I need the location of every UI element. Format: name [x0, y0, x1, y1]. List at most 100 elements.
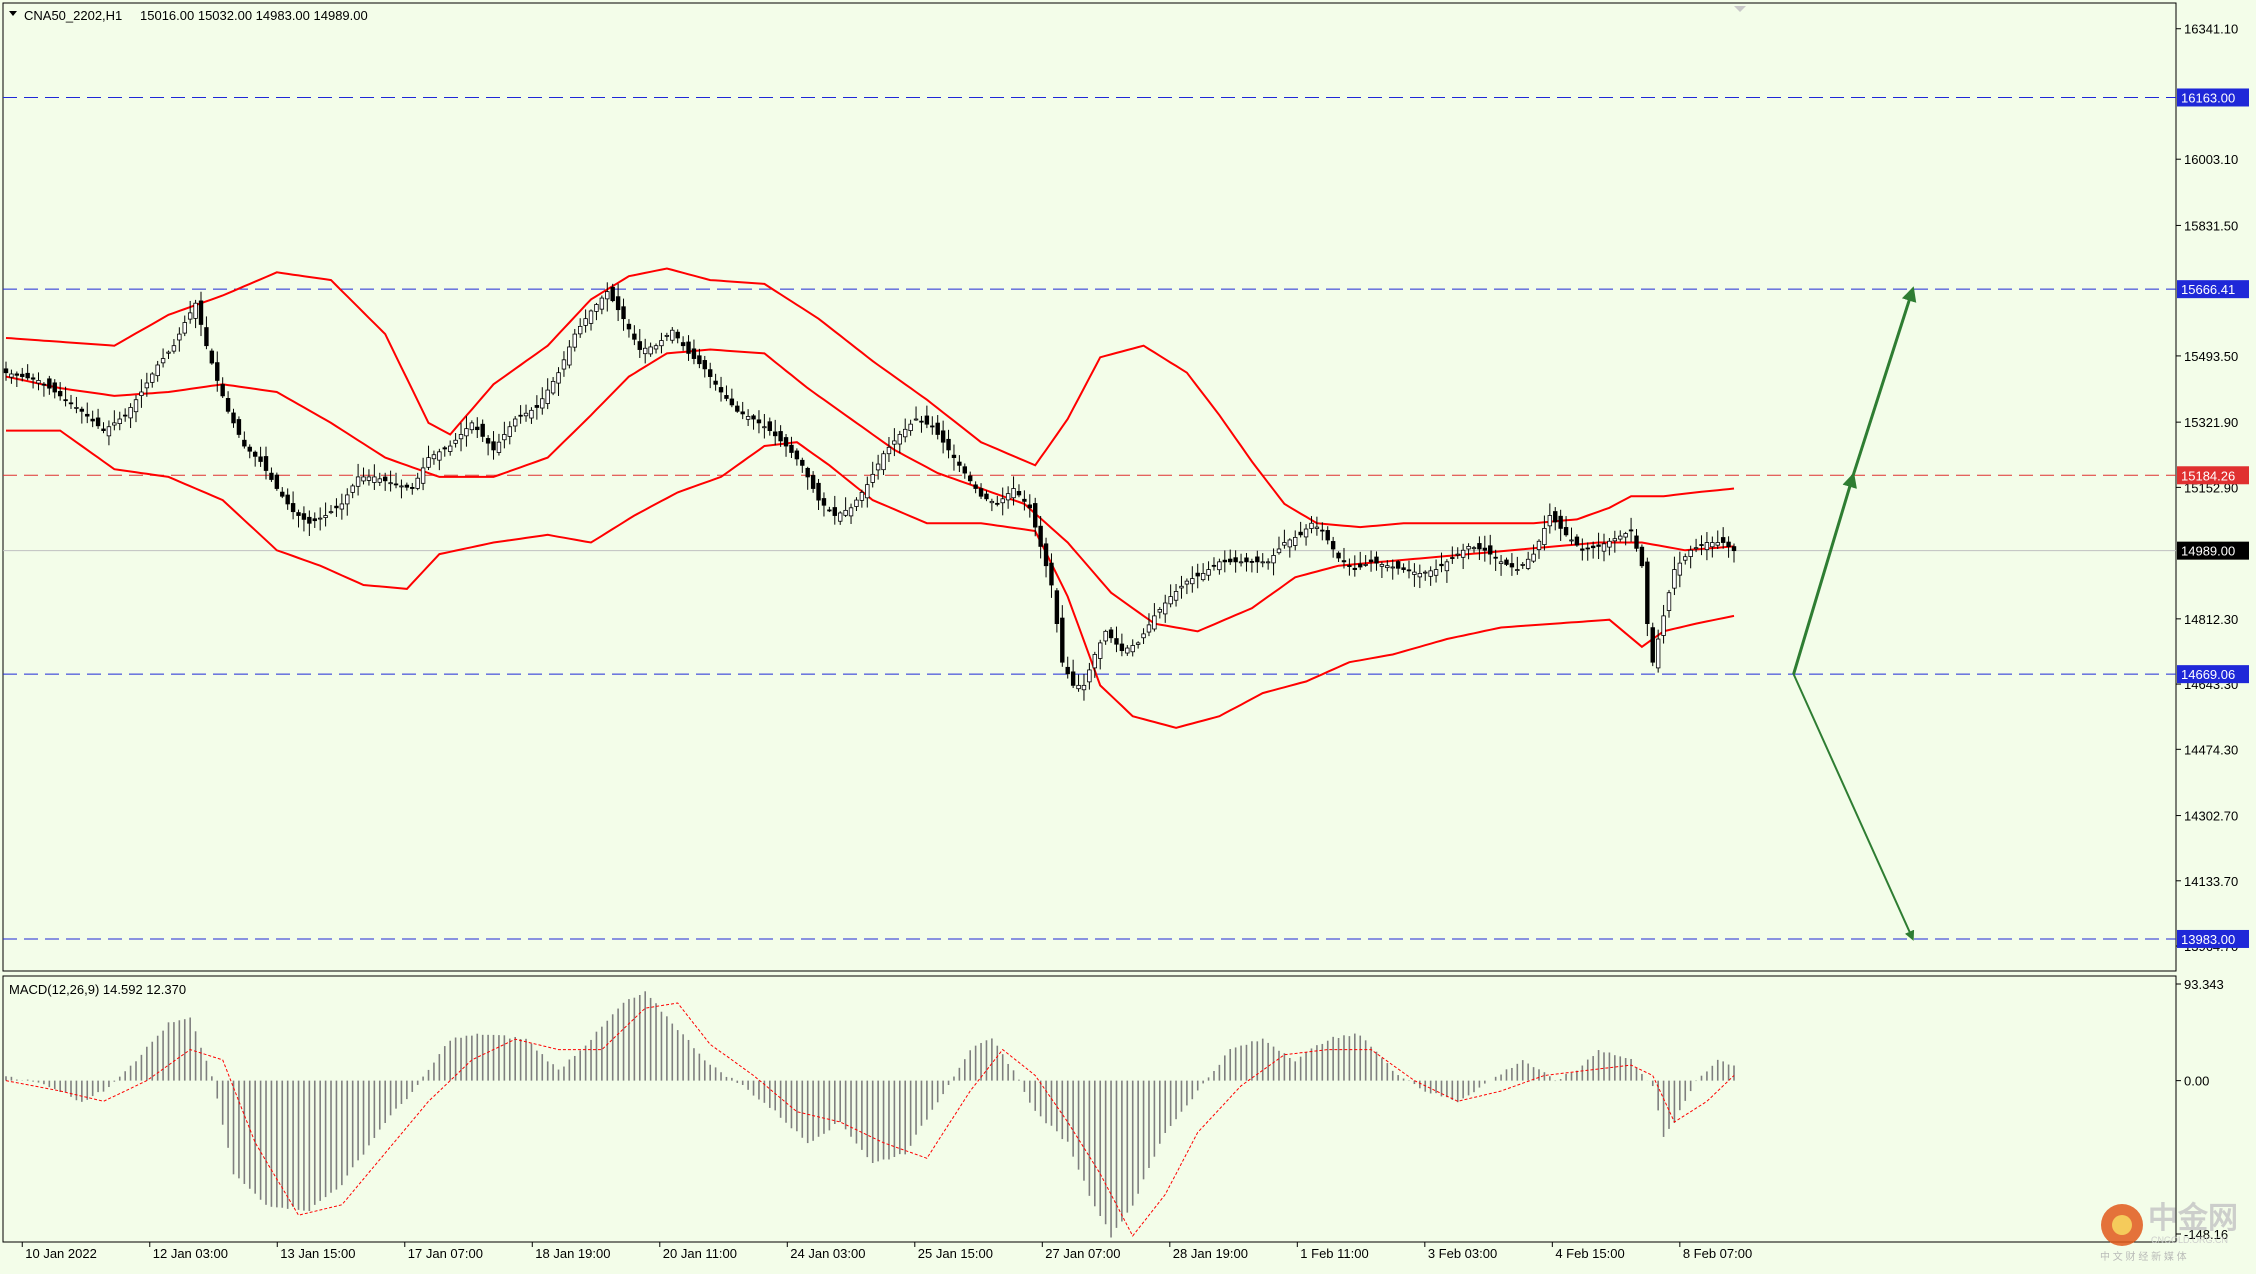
candle-body — [242, 439, 247, 447]
candle-body — [1683, 556, 1688, 561]
candle-body — [1314, 526, 1320, 529]
candle-body — [139, 391, 144, 396]
candle-body — [637, 341, 642, 350]
candle-body — [25, 372, 30, 379]
candle-body — [3, 368, 9, 374]
candle-body — [518, 414, 523, 417]
candle-body — [659, 340, 664, 347]
candle-body — [794, 450, 800, 460]
price-tick-label: 16341.10 — [2184, 22, 2238, 37]
candle-body — [1699, 544, 1704, 546]
candle-body — [1309, 522, 1314, 529]
candle-body — [122, 414, 128, 417]
candle-body — [1477, 543, 1482, 550]
candle-body — [529, 409, 534, 419]
candle-body — [1390, 566, 1395, 569]
candle-body — [1211, 564, 1217, 567]
candle-body — [550, 380, 556, 394]
candle-body — [177, 333, 182, 341]
candle-body — [334, 505, 339, 509]
candle-body — [1114, 638, 1119, 645]
level-label: 14669.06 — [2181, 667, 2235, 682]
candle-body — [735, 405, 740, 412]
bullish-arrow-segment[interactable] — [1792, 472, 1857, 675]
candle-body — [323, 515, 328, 518]
candle-body — [382, 476, 388, 482]
candle-body — [995, 502, 1000, 505]
candle-body — [328, 511, 334, 514]
candle-body — [198, 300, 204, 325]
candle-body — [57, 391, 63, 397]
candle-body — [128, 407, 133, 419]
candle-body — [1423, 571, 1428, 574]
time-tick-label: 25 Jan 15:00 — [918, 1246, 993, 1261]
candle-body — [1710, 542, 1715, 548]
level-label-box — [2177, 541, 2249, 560]
candle-body — [1536, 540, 1542, 551]
candle-body — [420, 467, 426, 484]
candle-body — [1639, 546, 1645, 567]
candle-body — [951, 454, 957, 459]
candle-body — [675, 331, 680, 339]
horizontal-levels: 16163.00 15666.41 15184.26 14989.00 14669.06… — [3, 88, 2249, 948]
candle-body — [296, 512, 301, 516]
candle-body — [117, 418, 122, 424]
triangle-down-icon[interactable] — [9, 11, 17, 16]
candle-body — [800, 459, 805, 466]
candle-body — [345, 494, 350, 505]
macd-signal-line — [5, 1002, 1735, 1237]
candle-body — [1585, 547, 1590, 550]
candle-body — [307, 516, 312, 524]
candle-body — [1287, 539, 1293, 548]
candle-body — [1498, 561, 1504, 564]
candle-body — [68, 402, 74, 405]
candle-body — [85, 413, 90, 417]
candle-body — [507, 426, 512, 437]
candle-body — [626, 323, 632, 330]
candle-body — [978, 488, 984, 497]
candle-body — [865, 484, 870, 499]
watermark-brand: 中金网 — [2148, 1201, 2238, 1235]
candle-body — [47, 378, 52, 389]
candle-body — [1341, 560, 1347, 563]
candle-body — [1363, 564, 1368, 566]
bearish-arrow[interactable] — [1792, 673, 1915, 941]
macd-tick-label: 0.00 — [2184, 1074, 2209, 1089]
candle-body — [713, 380, 718, 385]
candle-body — [1623, 533, 1628, 538]
candle-body — [512, 418, 518, 427]
candle-body — [1693, 547, 1699, 550]
level-label-box — [2177, 466, 2249, 485]
candle-body — [399, 485, 404, 488]
candle-body — [355, 476, 361, 487]
candle-body — [1054, 590, 1060, 625]
bullish-arrow-segment[interactable] — [1851, 286, 1917, 476]
candle-body — [740, 411, 745, 415]
candle-body — [745, 416, 751, 420]
candle-body — [897, 434, 902, 445]
candle-body — [724, 395, 729, 399]
candle-body — [1233, 557, 1238, 563]
candle-body — [1542, 527, 1547, 546]
candle-body — [372, 476, 377, 483]
candle-body — [469, 422, 475, 431]
candle-body — [231, 412, 236, 424]
time-tick-label: 17 Jan 07:00 — [408, 1246, 483, 1261]
candle-body — [680, 342, 686, 347]
candle-body — [789, 444, 794, 453]
candle-body — [274, 474, 280, 489]
candle-body — [1645, 561, 1650, 625]
shift-marker-icon[interactable] — [1734, 6, 1746, 12]
price-tick-label: 14133.70 — [2184, 874, 2238, 889]
candle-body — [36, 380, 41, 384]
candle-body — [171, 345, 177, 352]
candle-body — [903, 428, 908, 438]
candle-body — [9, 373, 14, 378]
time-tick-label: 28 Jan 19:00 — [1173, 1246, 1248, 1261]
price-tick-label: 15321.90 — [2184, 415, 2238, 430]
candle-body — [1244, 557, 1249, 563]
time-tick-label: 1 Feb 11:00 — [1300, 1246, 1368, 1261]
candle-body — [957, 461, 962, 466]
